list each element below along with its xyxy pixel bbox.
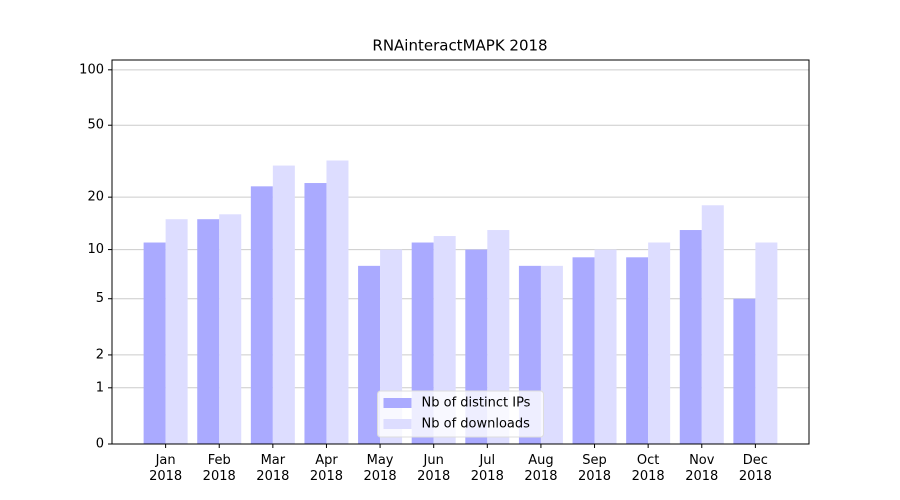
x-tick-label: Aug 2018 (524, 453, 558, 484)
y-tick-label: 20 (87, 190, 104, 205)
bar (304, 183, 327, 445)
bar (701, 205, 724, 444)
x-tick-label: Feb 2018 (202, 453, 236, 484)
y-tick-label: 10 (87, 242, 104, 257)
bar (626, 257, 649, 444)
plot-frame (111, 59, 810, 445)
y-tick-label: 1 (96, 380, 104, 395)
x-tick-label: Apr 2018 (309, 453, 343, 484)
bar (572, 257, 595, 444)
bar (679, 230, 702, 444)
bar (648, 242, 671, 444)
bar (755, 242, 778, 444)
legend-swatch (383, 419, 412, 429)
bar (219, 214, 242, 444)
x-tick-label: Jun 2018 (417, 453, 451, 484)
x-tick-label: Jan 2018 (149, 453, 183, 484)
bar (326, 160, 349, 444)
x-tick-label: Nov 2018 (685, 453, 719, 484)
bar (272, 165, 295, 445)
y-tick-label: 100 (79, 62, 104, 77)
legend-box (377, 390, 544, 438)
x-tick-label: Oct 2018 (631, 453, 665, 484)
y-tick-label: 2 (96, 347, 104, 362)
x-tick-label: Jul 2018 (470, 453, 504, 484)
x-tick-label: May 2018 (363, 453, 397, 484)
y-tick-label: 0 (96, 437, 104, 452)
y-tick-label: 50 (87, 118, 104, 133)
bar (594, 249, 617, 444)
bar (165, 219, 188, 444)
chart-title: RNAinteractMAPK 2018 (372, 37, 547, 55)
bar (197, 219, 220, 444)
legend: Nb of distinct IPs Nb of downloads (377, 390, 544, 438)
bar (143, 242, 166, 444)
legend-label: Nb of downloads (422, 417, 531, 432)
x-tick-label: Dec 2018 (738, 453, 772, 484)
bar (358, 265, 381, 444)
bar (733, 298, 756, 444)
y-tick-label: 5 (96, 291, 104, 306)
x-tick-label: Sep 2018 (577, 453, 612, 484)
bar (540, 265, 563, 444)
x-tick-label: Mar 2018 (256, 453, 290, 484)
bar (250, 186, 273, 444)
legend-label: Nb of distinct IPs (422, 396, 531, 411)
legend-swatch (383, 398, 412, 408)
